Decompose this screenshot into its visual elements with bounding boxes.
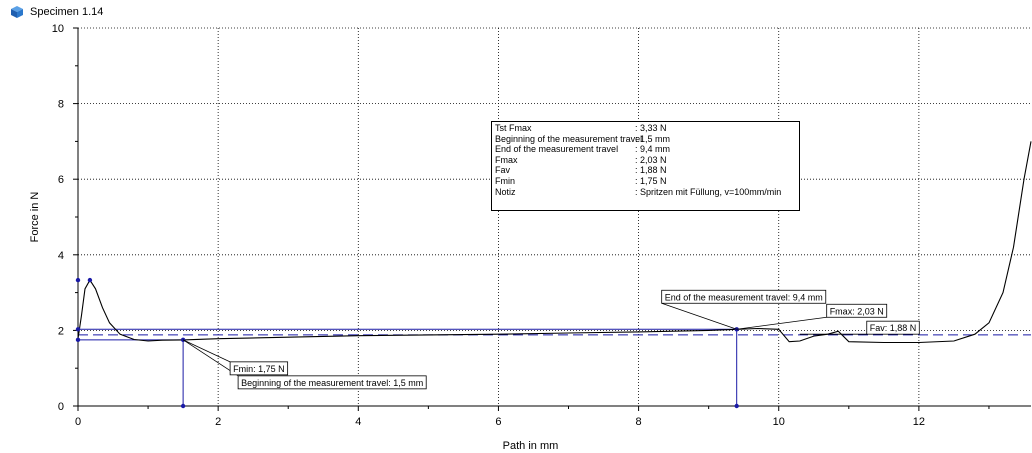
annotation-leader: [182, 339, 239, 377]
annotation-box: [229, 361, 289, 376]
info-label: Beginning of the measurement travel: [495, 133, 643, 144]
info-label: Tst Fmax: [495, 123, 532, 133]
data-marker: [75, 277, 81, 283]
annotation-label: Beginning of the measurement travel: 1,5…: [241, 378, 423, 388]
info-value: : 2,03 N: [635, 154, 667, 165]
info-row: Fmax : 2,03 N: [495, 155, 796, 166]
annotation-box: [866, 320, 920, 335]
x-tick-label: 0: [75, 416, 81, 428]
info-value: : 3,33 N: [635, 123, 667, 133]
info-row: Notiz : Spritzen mit Füllung, v=100mm/min: [495, 187, 796, 198]
info-value: : 1,75 N: [635, 175, 667, 186]
info-value: : 9,4 mm: [635, 144, 671, 155]
info-label: Fav: [495, 165, 511, 176]
y-tick-label: 10: [52, 23, 64, 35]
results-table: Tst Fmax : 3,33 N Beginning of the measur…: [491, 121, 800, 211]
annotation-box: [237, 375, 427, 390]
y-tick-label: 8: [58, 99, 64, 111]
info-value: : 1,88 N: [635, 165, 667, 176]
force-curve: [77, 141, 1032, 344]
x-tick-label: 6: [495, 416, 501, 428]
annotation-leader: [182, 339, 231, 363]
data-marker: [180, 403, 186, 409]
y-axis-title: Force in N: [29, 192, 41, 243]
info-row: Fmin : 1,75 N: [495, 176, 796, 187]
annotation-leader: [661, 302, 737, 330]
data-marker: [180, 337, 186, 343]
info-label: Fmin: [495, 175, 515, 186]
info-label: Fmax: [495, 154, 518, 165]
x-tick-label: 10: [773, 416, 785, 428]
info-label: Notiz: [495, 186, 516, 197]
info-row: Beginning of the measurement travel: 1,5…: [495, 134, 796, 145]
info-row: Fav : 1,88 N: [495, 165, 796, 176]
annotation-label: End of the measurement travel: 9,4 mm: [665, 292, 823, 302]
specimen-title: Specimen 1.14: [30, 6, 104, 18]
y-tick-label: 0: [58, 401, 64, 413]
info-row: End of the measurement travel : 9,4 mm: [495, 144, 796, 155]
info-value: : Spritzen mit Füllung, v=100mm/min: [635, 186, 782, 197]
x-tick-label: 4: [355, 416, 361, 428]
y-tick-label: 4: [58, 250, 64, 262]
data-marker: [75, 337, 81, 343]
info-label: End of the measurement travel: [495, 144, 619, 155]
x-tick-label: 2: [215, 416, 221, 428]
info-row: Tst Fmax : 3,33 N: [495, 123, 796, 134]
data-marker: [75, 327, 81, 332]
x-axis-title: Path in mm: [503, 440, 559, 452]
annotation-box: [826, 303, 888, 318]
data-marker: [87, 277, 93, 283]
data-marker: [734, 403, 739, 409]
annotation-leader: [736, 316, 827, 330]
y-tick-label: 2: [58, 325, 64, 337]
x-tick-label: 8: [636, 416, 642, 428]
y-tick-label: 6: [58, 174, 64, 186]
x-tick-label: 12: [913, 416, 925, 428]
info-value: : 1,5 mm: [635, 133, 671, 144]
cube-icon: [11, 6, 23, 18]
specimen-header: Specimen 1.14: [10, 4, 103, 20]
annotation-label: Fmax: 2,03 N: [830, 306, 884, 316]
annotation-label: Fav: 1,88 N: [870, 323, 917, 333]
annotation-box: [661, 289, 827, 304]
annotation-label: Fmin: 1,75 N: [233, 364, 285, 374]
